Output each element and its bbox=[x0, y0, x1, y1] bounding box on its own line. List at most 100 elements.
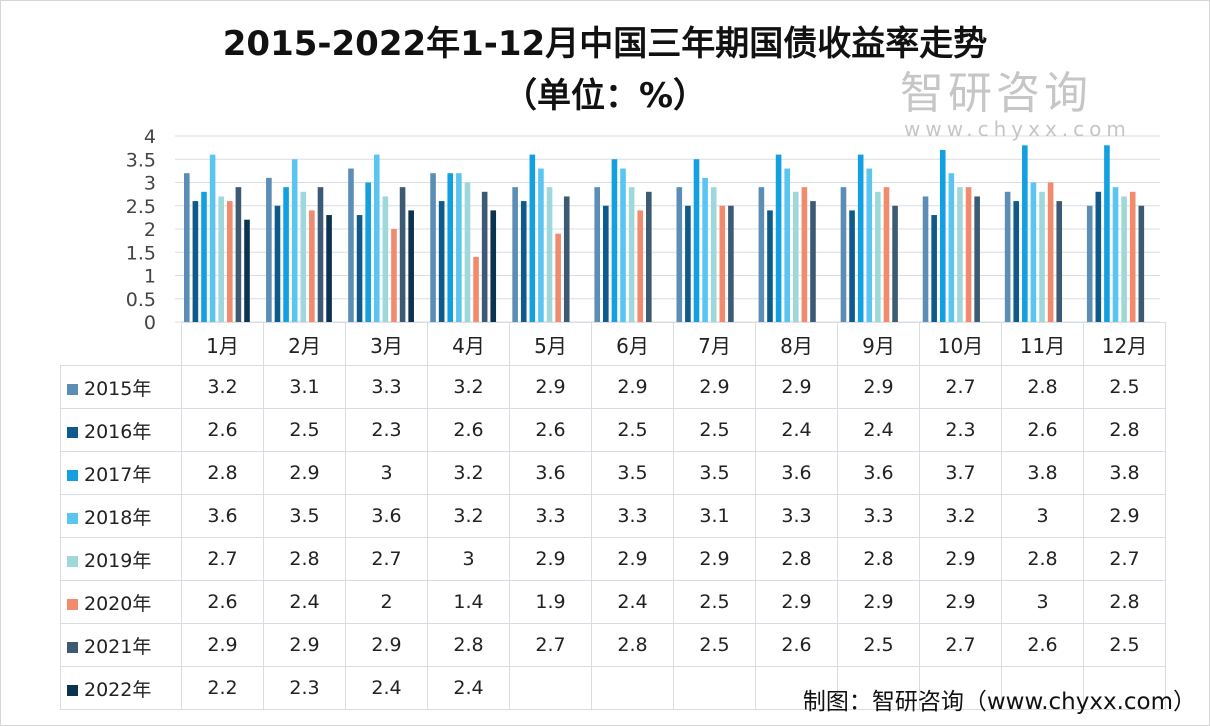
bar-2017年-4月 bbox=[447, 173, 454, 322]
legend-label: 2015年 bbox=[84, 377, 152, 400]
data-label bbox=[673, 666, 756, 710]
data-label: 2.9 bbox=[181, 623, 264, 667]
legend-label: 2016年 bbox=[84, 420, 152, 443]
legend-swatch bbox=[67, 383, 78, 395]
legend-swatch bbox=[67, 598, 78, 610]
bar-2018年-1月 bbox=[209, 154, 216, 322]
legend-entry: 2017年 bbox=[60, 451, 182, 495]
data-label: 1.9 bbox=[509, 580, 592, 624]
x-tick-label: 4月 bbox=[427, 322, 510, 366]
data-label: 2.5 bbox=[263, 408, 346, 452]
bar-2016年-10月 bbox=[931, 215, 937, 322]
data-label: 2.4 bbox=[837, 408, 920, 452]
data-label: 2.7 bbox=[509, 623, 592, 667]
data-label: 3.1 bbox=[263, 365, 346, 409]
bar-2017年-3月 bbox=[365, 182, 371, 322]
legend-label: 2022年 bbox=[84, 678, 152, 701]
bar-2019年-7月 bbox=[710, 187, 717, 322]
x-tick-label: 10月 bbox=[919, 322, 1002, 366]
table-row: 2022年 2.2 2.3 2.4 2.4 bbox=[60, 666, 1166, 710]
bar-2020年-9月 bbox=[883, 187, 890, 322]
watermark-url: www.chyxx.com bbox=[904, 117, 1131, 141]
x-tick-label: 8月 bbox=[755, 322, 838, 366]
bar-2015年-2月 bbox=[266, 177, 272, 322]
data-label: 2.9 bbox=[1083, 494, 1166, 538]
data-label: 2.8 bbox=[1001, 365, 1084, 409]
data-label: 3.2 bbox=[427, 494, 510, 538]
data-label: 2.4 bbox=[591, 580, 674, 624]
bar-2017年-11月 bbox=[1022, 145, 1028, 322]
data-label: 3 bbox=[1001, 580, 1084, 624]
table-header-row: 1月 2月 3月 4月 5月 6月 7月 8月 9月 10月 11月 12月 bbox=[60, 322, 1166, 366]
bar-2020年-6月 bbox=[637, 210, 644, 322]
source-note: 制图：智研咨询（www.chyxx.com） bbox=[802, 689, 1196, 715]
watermark-logo: 智研咨询 bbox=[900, 68, 1092, 119]
table-row: 2019年 2.7 2.8 2.7 3 2.9 2.9 2.9 2.8 2.8 2.9 2.8 2.7 bbox=[60, 537, 1166, 581]
data-label: 2.2 bbox=[181, 666, 264, 710]
table-row: 2018年 3.6 3.5 3.6 3.2 3.3 3.3 3.1 3.3 3.3 3.2 3 2.9 bbox=[60, 494, 1166, 538]
data-label: 3.6 bbox=[755, 451, 838, 495]
bar-2015年-10月 bbox=[922, 196, 929, 322]
bar-2018年-7月 bbox=[702, 177, 708, 322]
legend-entry: 2018年 bbox=[60, 494, 182, 538]
bar-2022年-1月 bbox=[244, 219, 250, 322]
data-label: 2.9 bbox=[509, 365, 592, 409]
x-tick-label: 12月 bbox=[1083, 322, 1166, 366]
data-label: 2.3 bbox=[263, 666, 346, 710]
data-label: 2.9 bbox=[755, 365, 838, 409]
data-label: 2.9 bbox=[591, 365, 674, 409]
legend-label: 2017年 bbox=[84, 463, 152, 486]
data-label: 3.5 bbox=[673, 451, 756, 495]
data-label: 2.7 bbox=[919, 365, 1002, 409]
legend-entry: 2015年 bbox=[60, 365, 182, 409]
data-label: 2.6 bbox=[427, 408, 510, 452]
data-label: 3.3 bbox=[345, 365, 428, 409]
bar-2015年-8月 bbox=[758, 187, 765, 322]
data-label: 3.5 bbox=[263, 494, 346, 538]
legend-label: 2019年 bbox=[84, 549, 152, 572]
data-label: 2.5 bbox=[673, 408, 756, 452]
legend-label: 2021年 bbox=[84, 635, 152, 658]
legend-swatch bbox=[67, 684, 78, 696]
table-row: 2021年 2.9 2.9 2.9 2.8 2.7 2.8 2.5 2.6 2.5 2.7 2.6 2.… bbox=[60, 623, 1166, 667]
bar-2020年-1月 bbox=[227, 201, 233, 322]
data-label: 2.8 bbox=[181, 451, 264, 495]
bar-2017年-7月 bbox=[693, 159, 700, 322]
bar-2015年-9月 bbox=[840, 187, 847, 322]
bar-2018年-4月 bbox=[456, 173, 462, 322]
y-tick-label: 3 bbox=[144, 173, 156, 195]
bar-2017年-1月 bbox=[201, 191, 207, 322]
legend-swatch bbox=[67, 512, 78, 524]
bar-2020年-7月 bbox=[719, 205, 726, 322]
bar-2015年-3月 bbox=[348, 168, 354, 322]
table-row: 2015年 3.2 3.1 3.3 3.2 2.9 2.9 2.9 2.9 2.9 2.7 2.8 2.… bbox=[60, 365, 1166, 409]
bar-2021年-12月 bbox=[1138, 205, 1145, 322]
data-label: 2.9 bbox=[837, 365, 920, 409]
header-blank bbox=[60, 322, 182, 366]
bar-2018年-3月 bbox=[373, 154, 380, 322]
bar-2016年-1月 bbox=[192, 201, 199, 322]
data-label: 3.6 bbox=[837, 451, 920, 495]
bar-2016年-8月 bbox=[767, 210, 773, 322]
data-label: 2.5 bbox=[1083, 365, 1166, 409]
bar-2022年-2月 bbox=[326, 215, 332, 322]
legend-label: 2020年 bbox=[84, 592, 152, 615]
bar-2019年-8月 bbox=[792, 191, 799, 322]
bar-2019年-9月 bbox=[875, 191, 881, 322]
data-label bbox=[1083, 666, 1166, 710]
bar-2015年-5月 bbox=[512, 187, 518, 322]
bar-2021年-3月 bbox=[399, 187, 406, 322]
bar-2020年-3月 bbox=[391, 229, 397, 322]
legend-swatch bbox=[67, 426, 78, 438]
data-label: 3.5 bbox=[591, 451, 674, 495]
data-label: 2.9 bbox=[263, 623, 346, 667]
legend-entry: 2021年 bbox=[60, 623, 182, 667]
data-label: 3.6 bbox=[345, 494, 428, 538]
bar-2020年-4月 bbox=[473, 256, 479, 322]
legend-entry: 2022年 bbox=[60, 666, 182, 710]
bar-2021年-5月 bbox=[563, 196, 570, 322]
bar-2021年-6月 bbox=[646, 191, 652, 322]
data-label: 3.1 bbox=[673, 494, 756, 538]
x-tick-label: 11月 bbox=[1001, 322, 1084, 366]
